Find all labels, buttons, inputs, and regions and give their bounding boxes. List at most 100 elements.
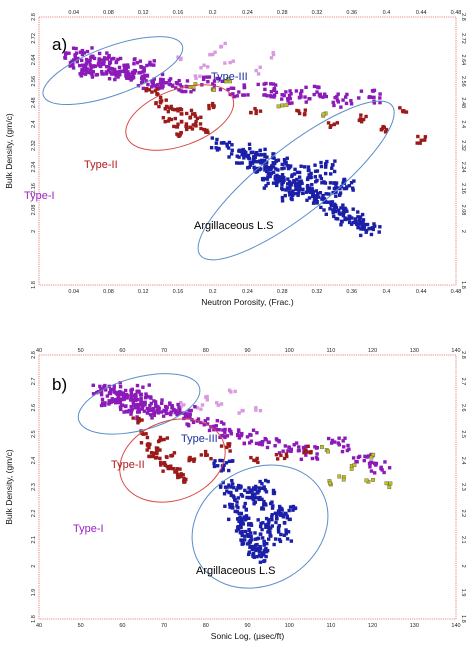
data-point [264, 523, 268, 527]
data-point [110, 397, 114, 401]
data-point [206, 79, 210, 84]
y-tick-label-left: 2.56 [31, 76, 37, 87]
data-point [89, 66, 93, 70]
data-point [193, 82, 198, 86]
data-point [285, 537, 290, 541]
data-point [98, 384, 102, 389]
data-point [100, 387, 104, 391]
data-point [268, 530, 272, 534]
data-point [337, 474, 342, 479]
data-point [170, 404, 174, 408]
data-point [271, 82, 276, 86]
data-point [292, 172, 297, 176]
x-tick-label-bottom: 0.28 [277, 289, 288, 295]
data-point [276, 104, 281, 109]
data-point [232, 486, 236, 490]
data-point [297, 448, 301, 453]
data-point [205, 75, 209, 79]
data-point [319, 164, 324, 169]
data-point [129, 398, 133, 402]
data-point [113, 77, 117, 82]
x-tick-label-top: 60 [119, 348, 125, 354]
data-point [321, 196, 325, 201]
data-point [80, 52, 85, 57]
data-point [262, 559, 266, 564]
data-point [366, 454, 371, 458]
data-point [225, 77, 230, 81]
data-point [131, 398, 135, 402]
y-tick-label-right: 2.3 [460, 483, 466, 491]
y-tick-label-right: 2 [460, 230, 466, 233]
data-point [359, 120, 364, 124]
data-point [149, 85, 154, 89]
data-point [275, 457, 280, 461]
data-point [91, 65, 95, 69]
data-point [279, 178, 283, 182]
data-point [161, 414, 166, 418]
data-point [337, 208, 341, 212]
data-point [331, 100, 335, 105]
data-point [227, 444, 231, 448]
data-point [223, 435, 227, 440]
data-point [67, 51, 71, 55]
data-point [228, 449, 232, 453]
data-point [246, 93, 250, 97]
data-point [237, 511, 241, 516]
data-point [139, 441, 144, 445]
data-point [198, 122, 203, 126]
data-point [283, 444, 288, 448]
data-point [100, 397, 105, 402]
data-point [195, 406, 200, 410]
data-point [297, 175, 302, 179]
data-point [140, 74, 144, 79]
data-point [152, 63, 156, 67]
data-point [156, 405, 160, 409]
x-tick-label-top: 0.32 [312, 10, 323, 16]
data-point [217, 77, 221, 81]
data-point [148, 413, 153, 417]
panel-a-chart: 0.04 0.04 0.08 0.08 0.12 0.12 0.16 0.16 0.2 0.2 0.… [4, 10, 466, 307]
data-point [343, 216, 347, 220]
data-point [105, 394, 110, 398]
data-point [100, 69, 104, 74]
data-point [368, 95, 372, 99]
data-point [96, 390, 100, 394]
data-point [86, 59, 90, 63]
data-point [134, 398, 138, 402]
data-point [252, 157, 256, 162]
data-point [228, 79, 233, 84]
data-point [362, 227, 366, 231]
data-point [264, 546, 268, 551]
data-point [289, 539, 294, 543]
data-point [387, 485, 392, 489]
data-point [273, 83, 278, 87]
data-point [299, 89, 304, 93]
data-point [151, 407, 155, 411]
data-point [107, 391, 112, 396]
data-point [225, 489, 229, 493]
data-point [74, 51, 79, 55]
data-point [284, 103, 289, 108]
data-point [319, 205, 323, 210]
data-point [85, 49, 90, 54]
data-point [255, 496, 260, 500]
data-point [109, 400, 114, 404]
plot-frame [38, 16, 457, 286]
data-point [207, 103, 211, 108]
data-point [118, 392, 123, 397]
data-point [257, 553, 262, 558]
data-point [184, 126, 189, 131]
data-point [144, 88, 148, 93]
data-point [74, 46, 78, 51]
data-point [141, 86, 146, 91]
data-point [184, 89, 188, 94]
data-point [234, 529, 239, 533]
y-tick-label-left: 1.8 [31, 615, 37, 623]
data-point [332, 186, 337, 191]
data-point [274, 167, 278, 171]
data-point [152, 451, 157, 455]
data-point [387, 466, 392, 470]
data-point [271, 152, 275, 156]
data-point [202, 63, 206, 67]
data-point [179, 108, 184, 112]
